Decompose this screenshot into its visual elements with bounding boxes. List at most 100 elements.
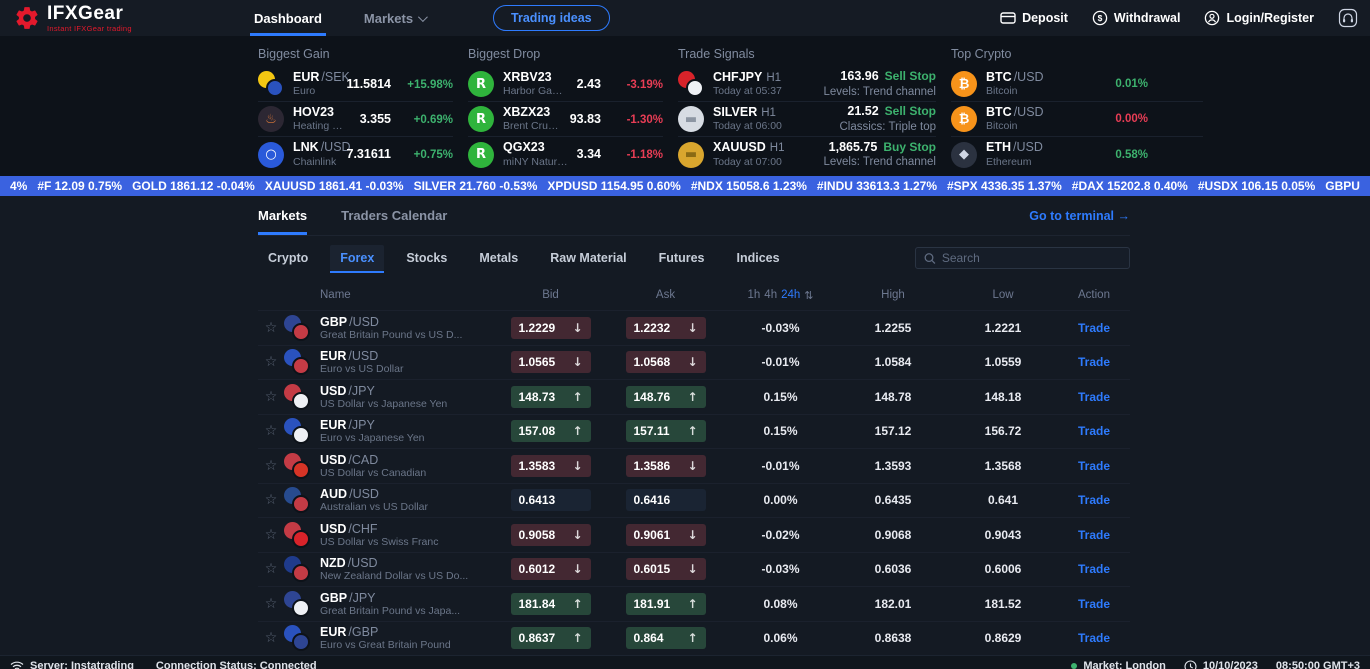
ask-price-button[interactable]: 0.6015 ↓ (625, 558, 706, 581)
table-row: ☆ NZD/USD New Zealand Dollar vs US Do... … (258, 551, 1130, 587)
category-tab[interactable]: Forex (330, 245, 385, 273)
category-tab[interactable]: Stocks (406, 251, 448, 265)
bid-price-button[interactable]: 157.08 ↑ (510, 420, 591, 443)
go-to-terminal-link[interactable]: Go to terminal → (1029, 208, 1130, 223)
bid-price-button[interactable]: 0.9058 ↓ (510, 523, 591, 546)
change-4h-toggle[interactable]: 4h (764, 289, 778, 301)
favorite-star-icon[interactable]: ☆ (264, 630, 278, 647)
tab-markets[interactable]: Markets (258, 196, 308, 235)
favorite-star-icon[interactable]: ☆ (264, 457, 278, 474)
trade-link[interactable]: Trade (1077, 389, 1110, 404)
ask-price-button[interactable]: 157.11 ↑ (625, 420, 706, 443)
trade-link[interactable]: Trade (1077, 320, 1110, 335)
gear-logo-icon (16, 7, 38, 29)
ask-price-button[interactable]: 1.2232 ↓ (625, 316, 706, 339)
bid-price-button[interactable]: 1.2229 ↓ (510, 316, 591, 339)
favorite-star-icon[interactable]: ☆ (264, 388, 278, 405)
ask-price-button[interactable]: 0.864 ↑ (625, 627, 706, 650)
trend-arrow-icon: ↑ (687, 389, 698, 404)
change-1h-toggle[interactable]: 1h (747, 289, 761, 301)
instrument-name: Heating Oil... (293, 120, 351, 133)
ticker-item: XPDUSD 1154.95 0.60% (547, 179, 681, 193)
login-register-label: Login/Register (1226, 11, 1314, 25)
symbol: QGX23 (503, 140, 545, 155)
market-item[interactable]: R QGX23 miNY Natura... 3.34 -1.18% (468, 137, 663, 172)
bid-price-button[interactable]: 1.3583 ↓ (510, 454, 591, 477)
symbol: BTC (986, 69, 1012, 84)
tab-traders-calendar[interactable]: Traders Calendar (341, 208, 448, 223)
trade-link[interactable]: Trade (1077, 562, 1110, 577)
ask-price-button[interactable]: 148.76 ↑ (625, 385, 706, 408)
ask-price-button[interactable]: 0.9061 ↓ (625, 523, 706, 546)
trade-link[interactable]: Trade (1077, 424, 1110, 439)
search-box[interactable] (915, 247, 1130, 269)
signal-time: Today at 05:37 (713, 85, 782, 98)
symbol: EUR (293, 69, 320, 84)
sort-icon[interactable]: ⇅ (804, 288, 814, 302)
category-tab[interactable]: Raw Material (550, 251, 627, 265)
category-tab[interactable]: Futures (658, 251, 705, 265)
signal-item[interactable]: ▬ SILVER H1 Today at 06:00 21.52 Sell Stop C… (678, 102, 936, 137)
deposit-button[interactable]: Deposit (1000, 11, 1068, 25)
high-value: 0.6435 (874, 493, 912, 508)
brand-logo[interactable]: IFXGear Instant IFXGear trading (0, 0, 250, 36)
category-tab[interactable]: Crypto (268, 251, 309, 265)
market-item[interactable]: ○ LNK/USD Chainlink 7.31611 +0.75% (258, 137, 453, 172)
date-display: 10/10/2023 (1184, 659, 1258, 669)
trading-ideas-button[interactable]: Trading ideas (493, 5, 610, 31)
change-24h-value: 0.00% (763, 493, 798, 508)
favorite-star-icon[interactable]: ☆ (264, 423, 278, 440)
nav-markets[interactable]: Markets (360, 0, 429, 36)
instrument-name: miNY Natura... (503, 155, 568, 168)
trade-link[interactable]: Trade (1077, 458, 1110, 473)
ask-price-button[interactable]: 1.3586 ↓ (625, 454, 706, 477)
trade-link[interactable]: Trade (1077, 493, 1110, 508)
chevron-down-icon (418, 11, 428, 22)
symbol: LNK (293, 140, 319, 155)
favorite-star-icon[interactable]: ☆ (264, 526, 278, 543)
ask-price-button[interactable]: 0.6416 (625, 489, 706, 512)
market-item[interactable]: ♨ HOV23 Heating Oil... 3.355 +0.69% (258, 102, 453, 137)
bid-price-button[interactable]: 181.84 ↑ (510, 592, 591, 615)
bid-price-button[interactable]: 1.0565 ↓ (510, 351, 591, 374)
trend-arrow-icon: ↓ (572, 355, 583, 370)
support-button[interactable] (1338, 8, 1358, 28)
favorite-star-icon[interactable]: ☆ (264, 354, 278, 371)
trade-link[interactable]: Trade (1077, 527, 1110, 542)
category-tab[interactable]: Indices (736, 251, 780, 265)
trade-link[interactable]: Trade (1077, 631, 1110, 646)
ask-price-button[interactable]: 1.0568 ↓ (625, 351, 706, 374)
pair-suffix: /USD (349, 487, 379, 502)
symbol: XBZX23 (503, 104, 551, 119)
signal-item[interactable]: CHFJPY H1 Today at 05:37 163.96 Sell Stop Le… (678, 67, 936, 102)
favorite-star-icon[interactable]: ☆ (264, 492, 278, 509)
crypto-item[interactable]: ₿ BTC/USD Bitcoin 0.00% (951, 102, 1203, 137)
login-register-button[interactable]: Login/Register (1204, 10, 1314, 26)
ask-price-button[interactable]: 181.91 ↑ (625, 592, 706, 615)
ask-value: 0.9061 (633, 527, 671, 542)
biggest-gain-panel: Biggest Gain EUR/SEK Euro 11.5814 +15.98% … (258, 44, 453, 176)
table-row: ☆ GBP/USD Great Britain Pound vs US D... … (258, 310, 1130, 345)
withdrawal-button[interactable]: $ Withdrawal (1092, 10, 1180, 26)
trade-link[interactable]: Trade (1077, 596, 1110, 611)
market-item[interactable]: EUR/SEK Euro 11.5814 +15.98% (258, 67, 453, 102)
nav-dashboard[interactable]: Dashboard (250, 0, 326, 36)
bid-price-button[interactable]: 0.8637 ↑ (510, 627, 591, 650)
bid-price-button[interactable]: 0.6413 (510, 489, 591, 512)
search-input[interactable] (941, 251, 1121, 265)
pair-symbol: EUR (320, 349, 347, 364)
trade-link[interactable]: Trade (1077, 355, 1110, 370)
change-24h-toggle[interactable]: 24h (781, 289, 801, 301)
market-item[interactable]: R XRBV23 Harbor Gaso... 2.43 -3.19% (468, 67, 663, 102)
favorite-star-icon[interactable]: ☆ (264, 595, 278, 612)
biggest-drop-list: R XRBV23 Harbor Gaso... 2.43 -3.19% R XBZX… (468, 67, 663, 172)
bid-price-button[interactable]: 148.73 ↑ (510, 385, 591, 408)
crypto-item[interactable]: ◆ ETH/USD Ethereum 0.58% (951, 137, 1203, 172)
favorite-star-icon[interactable]: ☆ (264, 561, 278, 578)
crypto-item[interactable]: ₿ BTC/USD Bitcoin 0.01% (951, 67, 1203, 102)
signal-item[interactable]: ▬ XAUUSD H1 Today at 07:00 1,865.75 Buy Sto… (678, 137, 936, 172)
category-tab[interactable]: Metals (479, 251, 519, 265)
favorite-star-icon[interactable]: ☆ (264, 319, 278, 336)
bid-price-button[interactable]: 0.6012 ↓ (510, 558, 591, 581)
